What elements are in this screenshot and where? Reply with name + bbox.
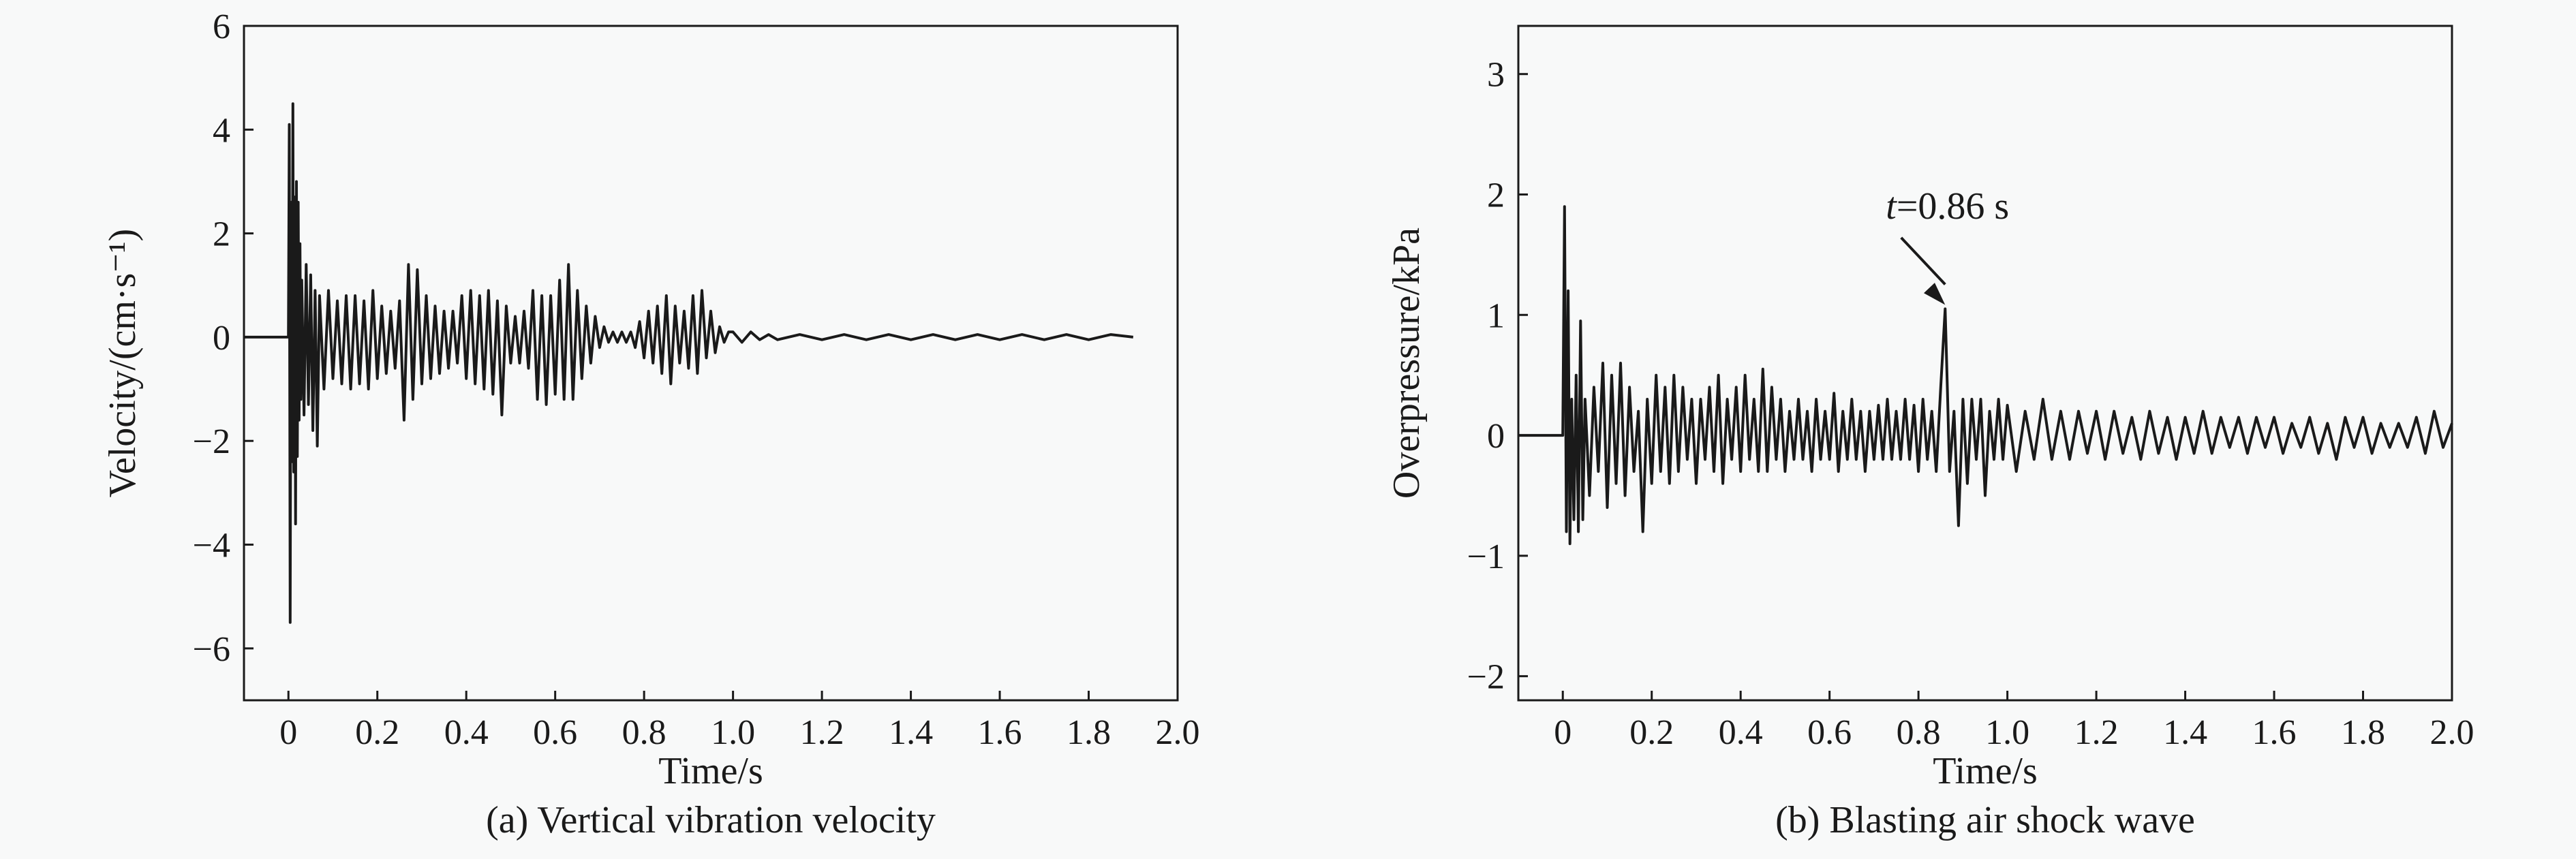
x-tick-label: 1.2 bbox=[2074, 713, 2119, 752]
annotation-variable: t bbox=[1886, 185, 1897, 228]
y-tick-label: 2 bbox=[213, 215, 230, 254]
y-tick-label: −4 bbox=[193, 527, 230, 565]
x-tick-label: 1.6 bbox=[2252, 713, 2297, 752]
x-tick-label: 0.2 bbox=[355, 713, 399, 752]
x-tick-label: 0 bbox=[1554, 713, 1571, 752]
chart-panel-a: 0 0.2 0.4 0.6 0.8 1.0 1.2 1.4 1.6 1.8 2.0 6 4 2 0 −2 −4 −… bbox=[102, 7, 1200, 841]
x-tick-label: 1.6 bbox=[978, 713, 1022, 752]
x-tick-label: 2.0 bbox=[2430, 713, 2474, 752]
x-tick-label: 0.4 bbox=[1719, 713, 1763, 752]
y-tick-label: 6 bbox=[213, 7, 230, 46]
annotation-value: =0.86 s bbox=[1897, 185, 2009, 228]
annotation-arrow bbox=[1900, 236, 1946, 305]
x-tick-label: 0.2 bbox=[1629, 713, 1674, 752]
y-tick-label: 3 bbox=[1487, 56, 1505, 95]
x-axis-label: Time/s bbox=[1933, 750, 2038, 792]
x-tick-label: 1.4 bbox=[889, 713, 933, 752]
x-tick-label: 0.8 bbox=[622, 713, 666, 752]
x-tick-label: 1.0 bbox=[1985, 713, 2029, 752]
y-tick-label: 1 bbox=[1487, 296, 1505, 335]
chart-caption: (b) Blasting air shock wave bbox=[1775, 799, 2195, 841]
series-line bbox=[1518, 205, 2453, 546]
x-tick-label: 1.8 bbox=[1067, 713, 1111, 752]
plot-frame bbox=[1517, 25, 2453, 702]
x-tick-label: 1.4 bbox=[2163, 713, 2207, 752]
x-tick-label: 0.4 bbox=[444, 713, 489, 752]
y-tick-label: −2 bbox=[193, 422, 230, 461]
chart-panel-b: 0 0.2 0.4 0.6 0.8 1.0 1.2 1.4 1.6 1.8 2.0 3 2 1 0 −1 −2 T… bbox=[1385, 25, 2474, 841]
y-tick-label: 2 bbox=[1487, 176, 1505, 215]
y-tick-label: 0 bbox=[1487, 417, 1505, 456]
y-tick-label: −1 bbox=[1467, 537, 1505, 576]
x-axis-label: Time/s bbox=[658, 750, 763, 792]
y-tick-label: 0 bbox=[213, 319, 230, 358]
series-line bbox=[244, 102, 1134, 624]
annotation-label: t=0.86 s bbox=[1886, 185, 2009, 228]
x-tick-label: 1.8 bbox=[2341, 713, 2385, 752]
y-tick-label: −6 bbox=[193, 630, 230, 669]
x-tick-label: 0.8 bbox=[1897, 713, 1941, 752]
x-tick-label: 1.0 bbox=[711, 713, 755, 752]
x-tick-label: 0 bbox=[279, 713, 297, 752]
x-tick-label: 0.6 bbox=[1807, 713, 1852, 752]
x-tick-label: 2.0 bbox=[1156, 713, 1200, 752]
y-axis-label: Overpressure/kPa bbox=[1385, 228, 1428, 499]
x-tick-label: 1.2 bbox=[800, 713, 844, 752]
y-axis-label: Velocity/(cm·s⁻¹) bbox=[102, 229, 144, 498]
plot-frame bbox=[243, 25, 1179, 702]
y-tick-label: 4 bbox=[213, 111, 230, 150]
x-tick-label: 0.6 bbox=[533, 713, 577, 752]
chart-caption: (a) Vertical vibration velocity bbox=[486, 799, 936, 841]
y-tick-label: −2 bbox=[1467, 658, 1505, 697]
